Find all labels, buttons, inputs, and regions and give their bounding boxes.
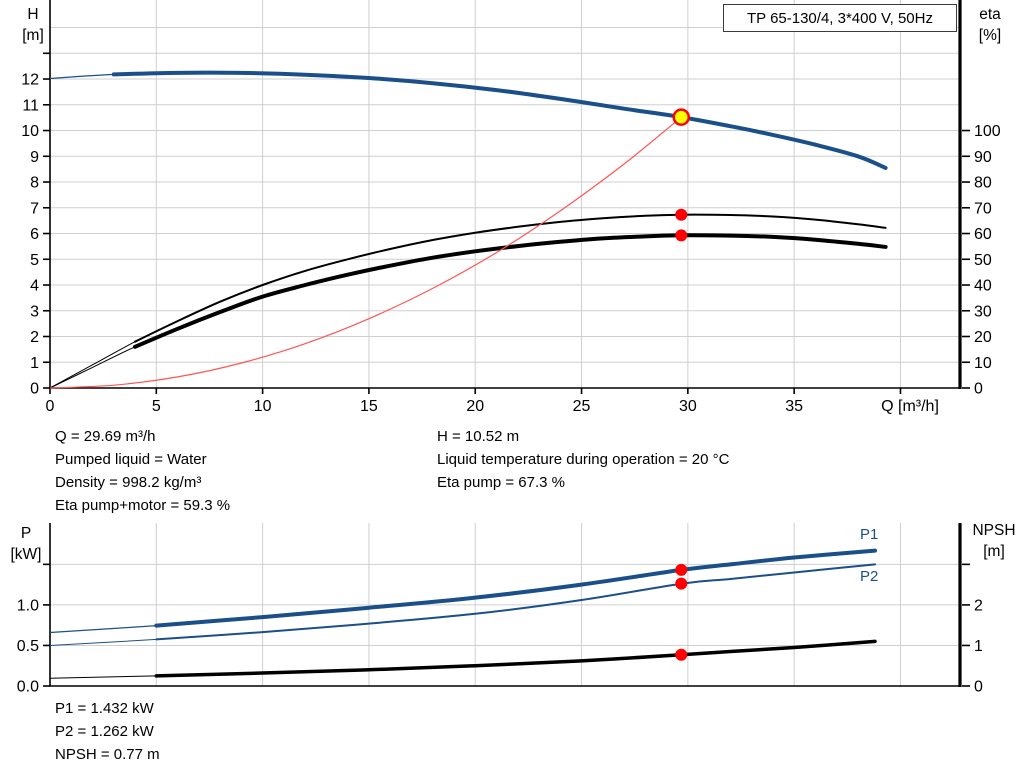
operating-point-marker — [672, 108, 691, 126]
p1-curve — [154, 548, 877, 628]
y-left-tick-label: 2 — [30, 329, 39, 346]
y-right-tick-label: 2 — [974, 597, 983, 614]
npsh-axis-label: NPSH [m] — [972, 522, 1016, 560]
y-left-tick-label: 3 — [30, 303, 39, 320]
p1-curve-label: P1 — [860, 526, 879, 543]
npsh-curve — [154, 639, 877, 678]
eta-pump-curve — [134, 213, 887, 343]
x-tick-label: 15 — [360, 398, 378, 415]
p-axis-label: P [kW] — [10, 525, 42, 563]
eta-pump-point — [675, 208, 688, 221]
y-left-tick-label: 9 — [30, 149, 39, 166]
y-right-tick-label: 80 — [974, 175, 992, 192]
eta-axis-label: eta [%] — [978, 6, 1002, 44]
y-right-tick-label: 30 — [974, 303, 992, 320]
axes — [49, 0, 962, 389]
npsh-point — [675, 648, 688, 661]
y-left-tick-label: 8 — [30, 175, 39, 192]
head-curve — [111, 70, 888, 170]
npsh-curve-thin — [49, 640, 876, 679]
q-axis-label: Q [m³/h] — [881, 398, 939, 415]
y-left-tick-label: 0.5 — [17, 638, 39, 655]
grid — [50, 523, 960, 686]
eta-pump-motor-curve — [133, 233, 888, 349]
info-line-eta-pump-motor: Eta pump+motor = 59.3 % — [55, 497, 231, 514]
y-right-tick-label: 0 — [974, 381, 983, 398]
y-left-tick-label: 12 — [21, 72, 39, 89]
p2-curve — [155, 563, 876, 641]
power-data-block: P1 = 1.432 kW P2 = 1.262 kW NPSH = 0.77 … — [55, 697, 160, 766]
x-tick-label: 30 — [679, 398, 697, 415]
pump-title-box: TP 65-130/4, 3*400 V, 50Hz — [723, 4, 957, 32]
y-left-tick-label: 4 — [30, 278, 39, 295]
series — [49, 548, 877, 679]
y-left-tick-label: 10 — [21, 123, 39, 140]
pump-title: TP 65-130/4, 3*400 V, 50Hz — [747, 9, 933, 27]
x-tick-label: 10 — [254, 398, 272, 415]
p2-curve-label: P2 — [860, 568, 879, 585]
power-npsh-chart: 0.0 0.5 1.0 0 1 2 — [17, 523, 983, 696]
y-right-tick-label: 100 — [974, 123, 1001, 140]
info-line-density: Density = 998.2 kg/m³ — [55, 474, 202, 491]
system-curve — [49, 116, 682, 389]
y-left-tick-label: 5 — [30, 252, 39, 269]
info-line-liquid: Pumped liquid = Water — [55, 451, 207, 468]
h-axis-label: H [m] — [22, 6, 44, 44]
y-right-tick-label: 20 — [974, 329, 992, 346]
y-left-tick-label: 1.0 — [17, 597, 39, 614]
ticks: 0.0 0.5 1.0 0 1 2 — [17, 563, 983, 696]
operating-data-right: H = 10.52 m Liquid temperature during op… — [437, 425, 729, 494]
x-tick-label: 0 — [46, 398, 55, 415]
y-right-tick-label: 1 — [974, 638, 983, 655]
y-left-tick-label: 0.0 — [17, 679, 39, 696]
y-left-tick-label: 1 — [30, 355, 39, 372]
p2-point — [675, 577, 688, 590]
markers — [672, 108, 691, 242]
x-tick-label: 25 — [573, 398, 591, 415]
y-left-tick-label: 0 — [30, 381, 39, 398]
info-line-p1: P1 = 1.432 kW — [55, 700, 154, 717]
y-left-tick-label: 11 — [22, 97, 39, 114]
info-line-p2: P2 = 1.262 kW — [55, 723, 154, 740]
y-left-tick-label: 6 — [30, 226, 39, 243]
info-line-temperature: Liquid temperature during operation = 20… — [437, 451, 730, 468]
y-right-tick-label: 50 — [974, 252, 992, 269]
y-right-tick-label: 90 — [974, 149, 992, 166]
y-left-tick-label: 7 — [30, 200, 39, 217]
x-tick-label: 5 — [152, 398, 161, 415]
y-right-tick-label: 10 — [974, 355, 992, 372]
qh-eta-chart: 0 5 10 15 20 25 30 3501234567891011120102030405… — [21, 0, 1001, 415]
eta-pump-motor-point — [675, 229, 688, 242]
p1-point — [675, 563, 688, 576]
y-right-tick-label: 0 — [974, 679, 983, 696]
info-line-npsh: NPSH = 0.77 m — [55, 746, 160, 763]
y-right-tick-label: 40 — [974, 278, 992, 295]
eta-pump-motor-curve-thin — [49, 234, 886, 389]
info-line-h: H = 10.52 m — [437, 428, 520, 445]
grid — [50, 0, 960, 388]
info-line-q: Q = 29.69 m³/h — [55, 428, 156, 445]
x-tick-label: 35 — [785, 398, 803, 415]
ticks: 0 5 10 15 20 25 30 3501234567891011120102030405… — [21, 52, 1001, 415]
operating-data-left: Q = 29.69 m³/h Pumped liquid = Water Den… — [55, 425, 230, 517]
x-tick-label: 20 — [466, 398, 484, 415]
markers — [675, 563, 688, 661]
series — [49, 70, 888, 389]
y-right-tick-label: 70 — [974, 200, 992, 217]
y-right-tick-label: 60 — [974, 226, 992, 243]
info-line-eta-pump: Eta pump = 67.3 % — [437, 474, 565, 491]
